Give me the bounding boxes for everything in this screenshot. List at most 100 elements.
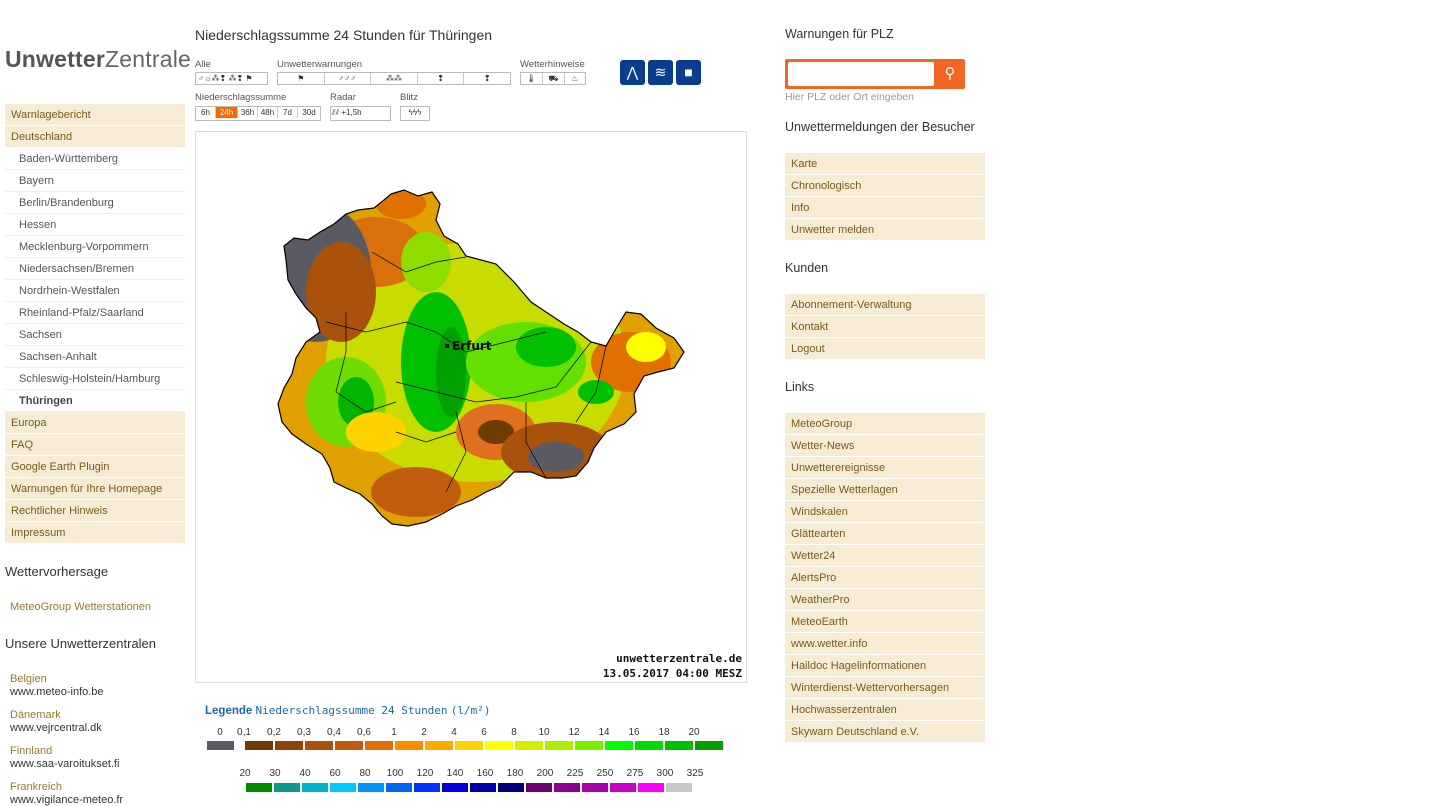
legend-swatch bbox=[385, 782, 413, 793]
legend-tick: 16 bbox=[628, 727, 640, 738]
nav-subitem-thueringen[interactable]: Thüringen bbox=[5, 390, 185, 412]
legend-tick: 250 bbox=[596, 768, 614, 779]
nav-item-warnungen-fuer-ihre-homepage[interactable]: Warnungen für Ihre Homepage bbox=[5, 478, 185, 500]
legend-swatch bbox=[357, 782, 385, 793]
link-info[interactable]: Info bbox=[785, 197, 985, 219]
rain-warning-button[interactable]: ♂♂♂ bbox=[325, 73, 372, 84]
nav-item-warnlagebericht[interactable]: Warnlagebericht bbox=[5, 104, 185, 126]
nav-subitem-mecklenburg-vorpommern[interactable]: Mecklenburg-Vorpommern bbox=[5, 236, 185, 258]
plz-search-input[interactable] bbox=[788, 62, 934, 86]
nav-item-impressum[interactable]: Impressum bbox=[5, 522, 185, 544]
link-www-wetter-info[interactable]: www.wetter.info bbox=[785, 633, 985, 655]
legend-label: Legende bbox=[205, 705, 253, 717]
link-unwetter-melden[interactable]: Unwetter melden bbox=[785, 219, 985, 241]
central-country[interactable]: Finnland bbox=[10, 745, 53, 757]
central-country[interactable]: Belgien bbox=[10, 673, 47, 685]
meteogroup-stations-link[interactable]: MeteoGroup Wetterstationen bbox=[10, 601, 152, 613]
link-wetter24[interactable]: Wetter24 bbox=[785, 545, 985, 567]
link-meteoearth[interactable]: MeteoEarth bbox=[785, 611, 985, 633]
link-kontakt[interactable]: Kontakt bbox=[785, 316, 985, 338]
nav-item-google-earth-plugin[interactable]: Google Earth Plugin bbox=[5, 456, 185, 478]
webcam-icon[interactable]: ■ bbox=[676, 60, 701, 85]
nav-item-europa[interactable]: Europa bbox=[5, 412, 185, 434]
nav-item-rechtlicher-hinweis[interactable]: Rechtlicher Hinweis bbox=[5, 500, 185, 522]
nav-subitem-berlin-brandenburg[interactable]: Berlin/Brandenburg bbox=[5, 192, 185, 214]
nav-subitem-sachsen[interactable]: Sachsen bbox=[5, 324, 185, 346]
period-6h[interactable]: 6h bbox=[196, 107, 216, 118]
fire-icon[interactable]: ♨ bbox=[571, 74, 579, 83]
unwetterwarnungen-label: Unwetterwarnungen bbox=[277, 59, 363, 70]
hochwasser-icon[interactable]: ≋ bbox=[648, 60, 673, 85]
autobahn-icon[interactable]: ⋀ bbox=[620, 60, 645, 85]
link-haildoc-hagelinformationen[interactable]: Haildoc Hagelinformationen bbox=[785, 655, 985, 677]
main-nav: Warnlagebericht Deutschland Baden-Württemb… bbox=[5, 104, 185, 544]
legend-swatch bbox=[514, 740, 544, 751]
legend-tick: 0,2 bbox=[267, 727, 281, 738]
nav-subitem-niedersachsen-bremen[interactable]: Niedersachsen/Bremen bbox=[5, 258, 185, 280]
nav-subitem-baden-wuerttemberg[interactable]: Baden-Württemberg bbox=[5, 148, 185, 170]
legend-tick: 80 bbox=[359, 768, 371, 779]
link-karte[interactable]: Karte bbox=[785, 153, 985, 175]
nav-item-deutschland[interactable]: Deutschland bbox=[5, 126, 185, 148]
snow-warning-button[interactable]: ⁂⁂ bbox=[371, 73, 418, 84]
period-30d[interactable]: 30d bbox=[302, 108, 316, 117]
link-logout[interactable]: Logout bbox=[785, 338, 985, 360]
frost-warning-button[interactable]: ❢ bbox=[483, 74, 491, 83]
central-url[interactable]: www.vigilance-meteo.fr bbox=[10, 794, 124, 806]
wetterhinweise-symbols[interactable]: 🌡 ⛟ ♨ bbox=[520, 72, 586, 85]
precipitation-field bbox=[278, 190, 684, 526]
link-windskalen[interactable]: Windskalen bbox=[785, 501, 985, 523]
legend-tick: 120 bbox=[416, 768, 434, 779]
legend-tick: 18 bbox=[658, 727, 670, 738]
legend-tick: 14 bbox=[598, 727, 610, 738]
link-meteogroup[interactable]: MeteoGroup bbox=[785, 413, 985, 435]
thermometer-icon[interactable]: 🌡 bbox=[521, 73, 543, 84]
nav-subitem-bayern[interactable]: Bayern bbox=[5, 170, 185, 192]
nav-subitem-nordrhein-westfalen[interactable]: Nordrhein-Westfalen bbox=[5, 280, 185, 302]
link-spezielle-wetterlagen[interactable]: Spezielle Wetterlagen bbox=[785, 479, 985, 501]
storm-warning-button[interactable]: ⚑ bbox=[278, 73, 325, 84]
period-selector[interactable]: 6h 24h 36h 48h 7d 30d bbox=[195, 106, 321, 121]
nav-subitem-hessen[interactable]: Hessen bbox=[5, 214, 185, 236]
car-icon[interactable]: ⛟ bbox=[543, 73, 565, 84]
thunder-warning-button[interactable]: ❢ bbox=[418, 73, 465, 84]
nav-item-faq[interactable]: FAQ bbox=[5, 434, 185, 456]
blitz-button[interactable]: ϟϟϟ bbox=[400, 106, 430, 121]
period-48h[interactable]: 48h bbox=[258, 107, 278, 118]
period-24h[interactable]: 24h bbox=[216, 107, 238, 118]
link-winterdienst-wettervorhersagen[interactable]: Winterdienst-Wettervorhersagen bbox=[785, 677, 985, 699]
precipitation-map[interactable]: Erfurt unwetterzentrale.de 13.05.2017 04… bbox=[195, 131, 747, 683]
link-hochwasserzentralen[interactable]: Hochwasserzentralen bbox=[785, 699, 985, 721]
nav-subitem-schleswig-holstein-hamburg[interactable]: Schleswig-Holstein/Hamburg bbox=[5, 368, 185, 390]
legend-tick: 300 bbox=[656, 768, 674, 779]
central-country[interactable]: Frankreich bbox=[10, 781, 62, 793]
link-alertspro[interactable]: AlertsPro bbox=[785, 567, 985, 589]
search-icon[interactable]: ⚲ bbox=[944, 65, 956, 82]
radar-button[interactable]: ⫽⫽ +1,5h bbox=[330, 106, 391, 121]
legend-swatch bbox=[694, 740, 724, 751]
link-skywarn-deutschland-e-v[interactable]: Skywarn Deutschland e.V. bbox=[785, 721, 985, 743]
site-logo[interactable]: UnwetterZentrale bbox=[5, 46, 191, 72]
link-chronologisch[interactable]: Chronologisch bbox=[785, 175, 985, 197]
link-abonnement-verwaltung[interactable]: Abonnement-Verwaltung bbox=[785, 294, 985, 316]
legend-tick: 100 bbox=[386, 768, 404, 779]
period-36h[interactable]: 36h bbox=[238, 107, 258, 118]
link-wetter-news[interactable]: Wetter-News bbox=[785, 435, 985, 457]
central-url[interactable]: www.meteo-info.be bbox=[10, 686, 104, 698]
legend-swatch bbox=[484, 740, 514, 751]
legend-tick: 325 bbox=[686, 768, 704, 779]
central-url[interactable]: www.saa-varoitukset.fi bbox=[10, 758, 120, 770]
central-url[interactable]: www.vejrcentral.dk bbox=[10, 722, 102, 734]
nav-subitem-sachsen-anhalt[interactable]: Sachsen-Anhalt bbox=[5, 346, 185, 368]
legend-tick: 6 bbox=[481, 727, 487, 738]
link-glaettearten[interactable]: Glättearten bbox=[785, 523, 985, 545]
link-unwetterereignisse[interactable]: Unwetterereignisse bbox=[785, 457, 985, 479]
map-timestamp: 13.05.2017 04:00 MESZ bbox=[602, 667, 742, 680]
alle-symbols-button[interactable]: ♂☼⁂❢ ⁂❢ ⚑ bbox=[195, 72, 268, 85]
legend-tick: 0,4 bbox=[327, 727, 341, 738]
central-country[interactable]: Dänemark bbox=[10, 709, 61, 721]
link-weatherpro[interactable]: WeatherPro bbox=[785, 589, 985, 611]
unwetterwarnungen-symbols[interactable]: ⚑ ♂♂♂ ⁂⁂ ❢ ❢ bbox=[277, 72, 511, 85]
period-7d[interactable]: 7d bbox=[278, 107, 298, 118]
nav-subitem-rheinland-pfalz-saarland[interactable]: Rheinland-Pfalz/Saarland bbox=[5, 302, 185, 324]
